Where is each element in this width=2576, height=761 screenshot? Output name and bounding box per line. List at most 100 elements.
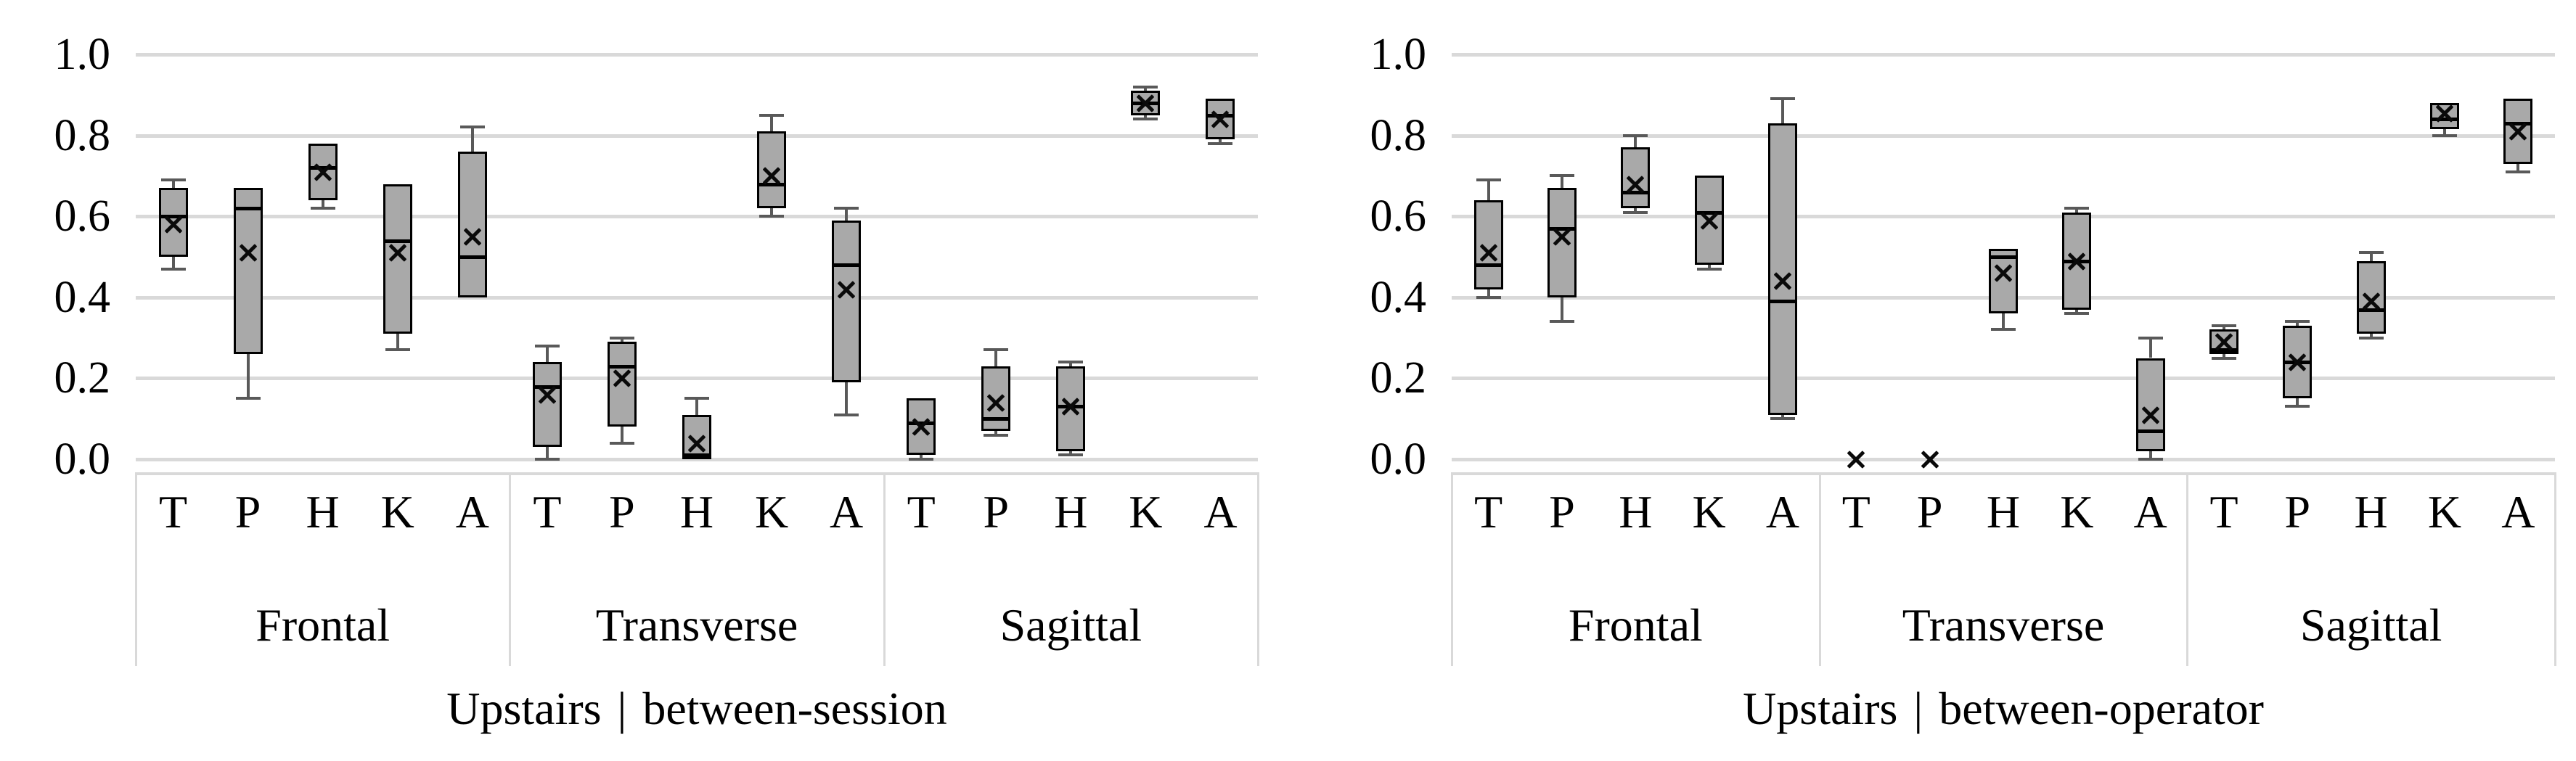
- whisker-lower-stem: [545, 447, 549, 459]
- mean-x-marker: [910, 416, 932, 437]
- box-iqr: [1206, 99, 1235, 140]
- box-iqr: [1768, 123, 1797, 415]
- whisker-lower-cap: [1058, 453, 1084, 457]
- median-line: [233, 207, 263, 211]
- median-line: [383, 239, 412, 243]
- category-label: T: [907, 486, 936, 538]
- whisker-lower-cap: [1770, 417, 1795, 421]
- y-axis-tick-label: 0.4: [1370, 272, 1427, 322]
- category-label: P: [2284, 486, 2311, 538]
- whisker-lower-cap: [1208, 141, 1233, 145]
- chart-title-between-operator: Upstairs | between-operator: [1743, 683, 2264, 734]
- whisker-upper-stem: [1144, 86, 1148, 91]
- whisker-lower-stem: [2223, 353, 2225, 358]
- whisker-upper-cap: [1133, 85, 1158, 89]
- whisker-upper-stem: [2075, 208, 2079, 213]
- whisker-lower-stem: [2516, 163, 2520, 172]
- median-line: [1768, 300, 1797, 304]
- chart-title-condition: between-session: [642, 683, 947, 734]
- box-iqr: [607, 342, 637, 427]
- boxplot-panel-between-session: 1.0 0.8 0.6 0.4 0.2 0.0 Frontal Transverse Sagit…: [54, 32, 1259, 734]
- whisker-lower-stem: [1634, 208, 1637, 213]
- median-line: [1989, 255, 2018, 259]
- axis-group-label-frontal: Frontal: [255, 599, 391, 651]
- whisker-lower-cap: [2064, 312, 2090, 316]
- whisker-lower-cap: [2506, 170, 2531, 173]
- axis-group-label-sagittal: Sagittal: [2299, 599, 2442, 651]
- median-line: [1621, 190, 1651, 194]
- y-axis-tick-label: 0.6: [54, 192, 111, 242]
- whisker-upper-stem: [1069, 362, 1073, 366]
- category-group-divider: [1818, 472, 1821, 666]
- whisker-lower-stem: [171, 257, 175, 269]
- category-label: A: [1203, 486, 1238, 538]
- whisker-upper-cap: [2064, 207, 2090, 210]
- whisker-upper-cap: [834, 207, 859, 210]
- whisker-lower-stem: [1144, 115, 1148, 120]
- mean-x-marker: [1772, 270, 1794, 292]
- whisker-lower-stem: [246, 353, 250, 399]
- gridline: [1452, 377, 2555, 381]
- whisker-upper-stem: [1487, 179, 1490, 200]
- axis-group-label-transverse: Transverse: [595, 599, 798, 651]
- y-axis-tick-label: 0.0: [54, 435, 111, 484]
- gridline: [1452, 458, 2555, 461]
- mean-x-marker: [163, 213, 184, 235]
- whisker-lower-cap: [160, 267, 186, 271]
- category-group-divider: [2554, 472, 2556, 666]
- mean-x-marker: [312, 161, 334, 183]
- whisker-lower-cap: [1991, 328, 2016, 332]
- category-label: T: [1474, 486, 1503, 538]
- mean-x-marker: [237, 242, 259, 263]
- chart-title-location: Upstairs: [446, 683, 602, 734]
- whisker-lower-stem: [2369, 334, 2373, 338]
- mean-x-marker: [1060, 395, 1081, 417]
- box-iqr: [532, 362, 562, 448]
- mean-x-marker: [2434, 102, 2456, 124]
- gridline: [136, 458, 1258, 461]
- category-label: A: [1765, 486, 1800, 538]
- chart-title-location: Upstairs: [1743, 683, 1898, 734]
- whisker-lower-cap: [1550, 320, 1574, 324]
- whisker-lower-stem: [2443, 129, 2446, 136]
- median-line: [2503, 121, 2533, 126]
- whisker-upper-stem: [695, 398, 698, 415]
- category-group-divider: [135, 472, 137, 666]
- median-line: [158, 215, 188, 219]
- category-label: K: [1129, 486, 1163, 538]
- y-axis-tick-label: 0.0: [1370, 435, 1427, 484]
- whisker-lower-stem: [920, 455, 923, 459]
- category-label: A: [2133, 486, 2167, 538]
- chart-title-separator: |: [1913, 683, 1923, 734]
- whisker-lower-stem: [396, 334, 399, 350]
- whisker-upper-stem: [1781, 99, 1784, 123]
- category-label: T: [158, 486, 188, 538]
- category-label: P: [609, 486, 635, 538]
- category-group-divider: [883, 472, 886, 666]
- whisker-lower-cap: [2432, 133, 2457, 137]
- whisker-lower-cap: [909, 458, 934, 461]
- category-label: K: [380, 486, 414, 538]
- mean-x-marker: [1551, 226, 1573, 247]
- category-label: H: [1054, 486, 1088, 538]
- y-axis-tick-label: 0.8: [1370, 110, 1427, 160]
- gridline: [1452, 53, 2555, 57]
- whisker-upper-cap: [1058, 361, 1084, 364]
- whisker-lower-cap: [2138, 458, 2163, 461]
- median-line: [757, 182, 787, 186]
- box-iqr: [308, 143, 338, 200]
- mean-x-marker: [2213, 331, 2235, 353]
- category-label: T: [2209, 486, 2238, 538]
- mean-x-marker: [761, 165, 782, 186]
- box-iqr: [757, 131, 787, 209]
- whisker-lower-cap: [1476, 295, 1501, 299]
- median-line: [981, 417, 1011, 421]
- category-label: A: [455, 486, 489, 538]
- y-axis-tick-label: 1.0: [1370, 30, 1427, 79]
- box-iqr: [457, 151, 487, 297]
- category-label: H: [306, 486, 340, 538]
- category-group-divider: [1451, 472, 1453, 666]
- whisker-lower-cap: [310, 207, 335, 210]
- whisker-lower-cap: [385, 348, 410, 352]
- gridline: [1452, 133, 2555, 138]
